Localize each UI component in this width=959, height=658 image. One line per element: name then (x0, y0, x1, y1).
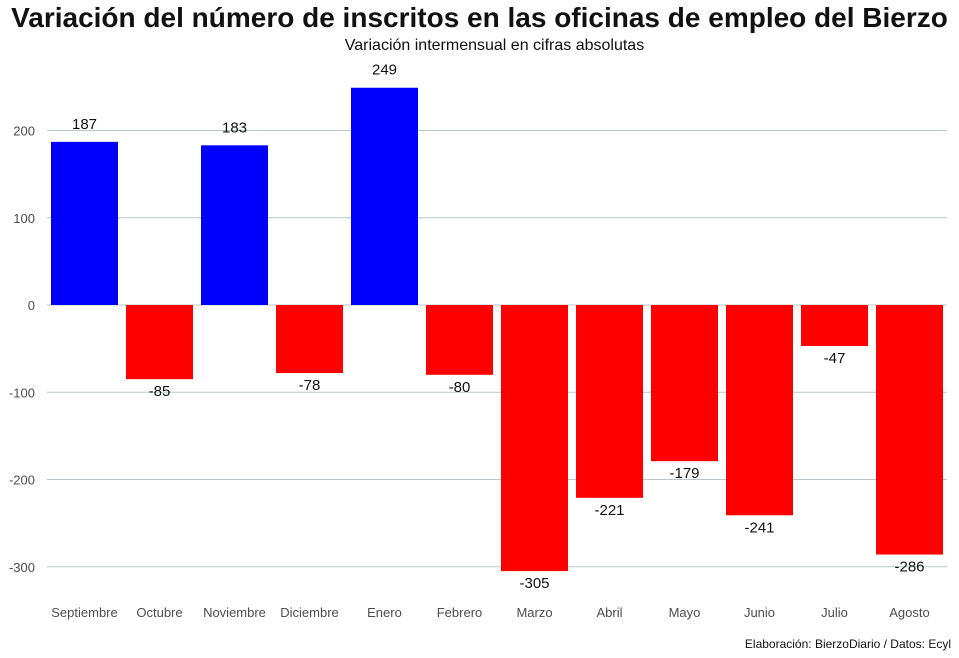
bar-julio (801, 305, 868, 347)
y-tick-label: 200 (13, 124, 35, 139)
x-tick-label: Julio (821, 605, 848, 620)
x-tick-label: Septiembre (51, 605, 117, 620)
data-label: -305 (519, 575, 549, 592)
bar-diciembre (276, 305, 343, 374)
data-label: 187 (72, 116, 97, 133)
x-axis-ticks: Septiembre Octubre Noviembre Diciembre Enero… (51, 605, 929, 620)
x-tick-label: Enero (367, 605, 402, 620)
data-label: -78 (299, 377, 321, 394)
x-tick-label: Diciembre (280, 605, 339, 620)
bar-septiembre (51, 141, 118, 305)
bar-abril (576, 305, 643, 498)
data-label: -85 (149, 383, 171, 400)
bar-mayo (651, 305, 718, 462)
data-label: 183 (222, 119, 247, 136)
gridlines (47, 130, 947, 568)
bar-junio (726, 305, 793, 516)
bars (51, 87, 943, 572)
bar-enero (351, 87, 418, 305)
data-label: -221 (594, 502, 624, 519)
bar-agosto (876, 305, 943, 555)
bar-noviembre (201, 145, 268, 305)
y-tick-label: -200 (9, 473, 35, 488)
y-tick-label: 100 (13, 211, 35, 226)
y-tick-label: -100 (9, 385, 35, 400)
data-labels: 187 -85 183 -78 249 -80 -305 -221 -179 -241 -47 -28… (72, 62, 925, 592)
data-label: -286 (894, 559, 924, 576)
data-label: -241 (744, 519, 774, 536)
chart-caption: Elaboración: BierzoDiario / Datos: Ecyl (744, 637, 951, 651)
x-tick-label: Mayo (669, 605, 701, 620)
data-label: -80 (449, 379, 471, 396)
x-tick-label: Junio (744, 605, 775, 620)
y-axis-ticks: -300 -200 -100 0 100 200 (9, 124, 35, 575)
x-tick-label: Agosto (889, 605, 929, 620)
x-tick-label: Marzo (516, 605, 552, 620)
chart-subtitle: Variación intermensual en cifras absolut… (344, 37, 645, 54)
x-tick-label: Noviembre (203, 605, 266, 620)
chart-title: Variación del número de inscritos en las… (11, 2, 948, 33)
bar-octubre (126, 305, 193, 380)
y-tick-label: 0 (28, 298, 35, 313)
data-label: -47 (824, 350, 846, 367)
data-label: 249 (372, 62, 397, 79)
y-tick-label: -300 (9, 560, 35, 575)
data-label: -179 (669, 465, 699, 482)
bar-febrero (426, 305, 493, 375)
x-tick-label: Febrero (437, 605, 483, 620)
x-tick-label: Abril (596, 605, 622, 620)
bar-marzo (501, 305, 568, 572)
x-tick-label: Octubre (136, 605, 182, 620)
